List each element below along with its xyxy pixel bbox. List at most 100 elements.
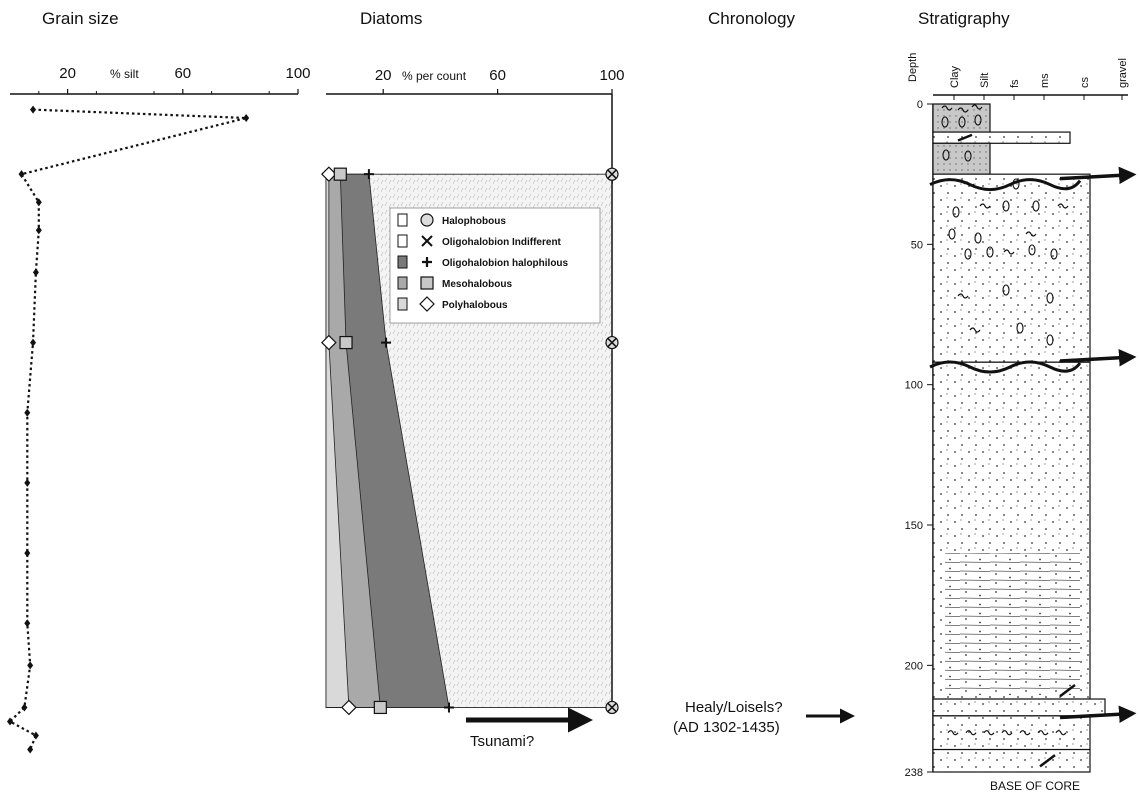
mesohalobous-marker bbox=[333, 167, 347, 181]
shell-symbol bbox=[964, 248, 972, 260]
laminae-zone bbox=[945, 553, 1080, 696]
grain-point bbox=[18, 170, 25, 179]
grain-point bbox=[35, 226, 42, 235]
shell-symbol bbox=[974, 232, 982, 244]
root-symbol bbox=[947, 730, 959, 736]
shell-symbol bbox=[986, 246, 994, 258]
erosional-contact bbox=[929, 360, 1082, 374]
grain-point bbox=[32, 268, 39, 277]
shell-symbol bbox=[964, 150, 972, 162]
base-of-core-label: BASE OF CORE bbox=[990, 779, 1080, 793]
stratigraphy-panel: Depth Clay Silt fs ms cs gravel 0 50 100 150 200 2… bbox=[905, 53, 1137, 793]
grain-point bbox=[30, 105, 37, 114]
grain-class-label: Silt bbox=[979, 73, 991, 88]
legend-swatch bbox=[397, 234, 408, 248]
shell-symbol bbox=[1016, 322, 1024, 334]
legend-label: Oligohalobion halophilous bbox=[442, 258, 569, 269]
diatoms-panel: % per count 20 60 100 Halophobous Oligohalo… bbox=[321, 67, 625, 750]
shell-symbol bbox=[1050, 248, 1058, 260]
root-symbol bbox=[969, 327, 981, 333]
diatoms-title: Diatoms bbox=[360, 9, 422, 28]
grain-point bbox=[35, 198, 42, 207]
grain-point bbox=[32, 731, 39, 740]
grain-point bbox=[21, 703, 28, 712]
shell-symbol bbox=[958, 116, 966, 128]
oligohalobion-halophilous-marker bbox=[381, 337, 392, 348]
diamond-icon bbox=[419, 296, 435, 312]
diatom-x-label: % per count bbox=[402, 69, 467, 83]
stratigraphy-title: Stratigraphy bbox=[918, 9, 1010, 28]
circle-icon bbox=[420, 213, 434, 227]
root-symbol bbox=[1037, 730, 1049, 736]
x-icon bbox=[421, 235, 433, 247]
strat-unit bbox=[932, 131, 1071, 144]
strat-unit bbox=[932, 748, 1091, 773]
shell-symbol bbox=[1002, 284, 1010, 296]
grain-size-panel: % silt 20 60 100 bbox=[7, 65, 311, 754]
root-symbol bbox=[979, 203, 991, 209]
grain-point bbox=[24, 549, 31, 558]
depth-tick-label: 200 bbox=[905, 660, 923, 672]
wood-fragment-symbol bbox=[1059, 683, 1076, 698]
grain-class-label: ms bbox=[1039, 73, 1051, 88]
event-arrow bbox=[1059, 166, 1137, 185]
root-symbol bbox=[957, 107, 969, 113]
shell-symbol bbox=[1046, 334, 1054, 346]
oligohalobion-halophilous-marker bbox=[443, 702, 454, 713]
strat-unit bbox=[932, 142, 991, 175]
depth-tick-label: 150 bbox=[905, 520, 923, 532]
grain-size-series-line bbox=[8, 108, 247, 750]
strat-unit bbox=[932, 173, 1091, 363]
shell-symbol bbox=[974, 114, 982, 126]
grain-point bbox=[27, 745, 34, 754]
grain-point bbox=[27, 661, 34, 670]
mesohalobous-marker bbox=[373, 700, 387, 715]
legend-swatch bbox=[397, 213, 408, 227]
legend-swatch bbox=[397, 255, 408, 269]
shell-symbol bbox=[1032, 200, 1040, 212]
chronology-panel: Healy/Loisels? (AD 1302-1435) bbox=[673, 699, 855, 736]
grain-point bbox=[30, 338, 37, 347]
diatom-tick-label: 20 bbox=[375, 67, 392, 84]
legend-label: Halophobous bbox=[442, 216, 506, 227]
oligohalobion-indifferent-marker bbox=[607, 169, 617, 179]
diatom-legend: Halophobous Oligohalobion Indifferent Olig… bbox=[389, 207, 601, 324]
legend-label: Polyhalobous bbox=[442, 300, 508, 311]
chronology-label-line1: Healy/Loisels? bbox=[685, 699, 783, 716]
shell-symbol bbox=[1028, 244, 1036, 256]
erosional-contact bbox=[929, 178, 1082, 192]
chronology-title: Chronology bbox=[708, 9, 795, 28]
root-symbol bbox=[983, 730, 995, 736]
shell-symbol bbox=[952, 206, 960, 218]
depth-tick-label: 0 bbox=[917, 99, 923, 111]
root-symbol bbox=[965, 730, 977, 736]
square-icon bbox=[420, 276, 434, 290]
diatom-tick-label: 100 bbox=[599, 67, 624, 84]
root-symbol bbox=[1025, 231, 1037, 237]
root-symbol bbox=[971, 104, 983, 110]
grain-point bbox=[24, 478, 31, 487]
legend-label: Mesohalobous bbox=[442, 279, 512, 290]
legend-label: Oligohalobion Indifferent bbox=[442, 237, 562, 248]
wood-fragment-symbol bbox=[1039, 754, 1056, 768]
grain-x-label: % silt bbox=[110, 67, 139, 81]
depth-tick-label: 100 bbox=[905, 380, 923, 392]
legend-swatch bbox=[397, 276, 408, 290]
root-symbol bbox=[1055, 730, 1067, 736]
root-symbol bbox=[1003, 249, 1015, 255]
mesohalobous-marker bbox=[339, 335, 353, 350]
diatom-tick-label: 60 bbox=[489, 67, 506, 84]
event-arrow bbox=[1059, 349, 1137, 367]
shell-symbol bbox=[1046, 292, 1054, 304]
shell-symbol bbox=[948, 228, 956, 240]
root-symbol bbox=[957, 293, 969, 299]
oligohalobion-indifferent-marker bbox=[607, 702, 617, 712]
root-symbol bbox=[1057, 203, 1069, 209]
root-symbol bbox=[941, 105, 953, 111]
root-symbol bbox=[1019, 730, 1031, 736]
shell-symbol bbox=[942, 149, 950, 161]
grain-tick-label: 20 bbox=[59, 65, 76, 82]
oligohalobion-indifferent-marker bbox=[607, 338, 617, 348]
depth-tick-label: 50 bbox=[911, 239, 923, 251]
